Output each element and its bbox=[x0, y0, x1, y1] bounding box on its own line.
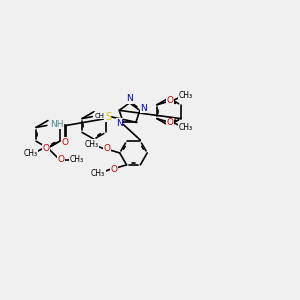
Text: O: O bbox=[166, 96, 173, 105]
Text: CH₃: CH₃ bbox=[178, 91, 192, 100]
Text: CH₃: CH₃ bbox=[69, 155, 83, 164]
Text: CH₃: CH₃ bbox=[91, 169, 105, 178]
Text: CH₃: CH₃ bbox=[23, 149, 38, 158]
Text: CH₂: CH₂ bbox=[95, 112, 108, 118]
Text: O: O bbox=[166, 118, 173, 127]
Text: O: O bbox=[57, 155, 64, 164]
Text: CH₃: CH₃ bbox=[84, 140, 98, 148]
Text: S: S bbox=[105, 112, 111, 122]
Text: O: O bbox=[103, 144, 110, 153]
Text: O: O bbox=[110, 165, 117, 174]
Text: NH: NH bbox=[50, 120, 63, 129]
Text: N: N bbox=[140, 104, 147, 113]
Text: N: N bbox=[116, 119, 123, 128]
Text: O: O bbox=[42, 144, 49, 153]
Text: CH₃: CH₃ bbox=[178, 123, 192, 132]
Text: N: N bbox=[126, 94, 133, 103]
Text: O: O bbox=[62, 138, 69, 147]
